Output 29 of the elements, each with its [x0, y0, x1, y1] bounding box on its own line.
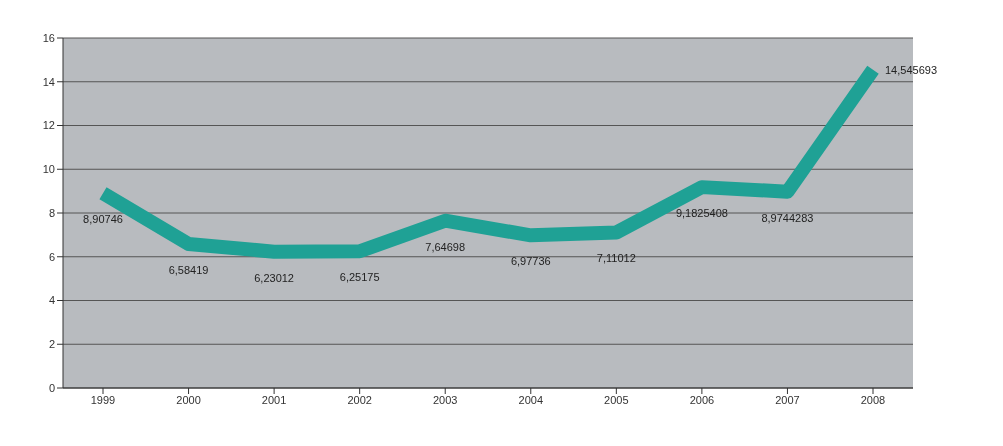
y-tick-label: 8 — [48, 206, 55, 219]
data-label: 6,23012 — [254, 271, 294, 284]
x-tick-label: 2002 — [347, 393, 372, 406]
y-tick-label: 6 — [48, 250, 55, 263]
y-tick-label: 10 — [42, 163, 55, 176]
x-tick-label: 2008 — [860, 393, 886, 406]
y-tick-label: 12 — [42, 119, 55, 132]
y-tick-label: 4 — [48, 294, 55, 307]
x-tick-label: 2003 — [432, 393, 458, 406]
x-tick-label: 2000 — [176, 393, 201, 406]
x-tick-label: 2007 — [775, 393, 800, 406]
data-label: 7,11012 — [596, 252, 636, 265]
data-label: 6,97736 — [510, 255, 551, 268]
data-label: 7,64698 — [425, 240, 466, 253]
x-tick-label: 1999 — [90, 393, 116, 406]
y-tick-label: 14 — [42, 75, 55, 88]
data-label: 8,9744283 — [761, 211, 814, 224]
x-tick-label: 2001 — [261, 393, 287, 406]
x-tick-label: 2004 — [518, 393, 544, 406]
y-tick-label: 0 — [48, 381, 55, 394]
y-tick-label: 2 — [48, 338, 55, 351]
data-label: 6,58419 — [168, 263, 209, 276]
x-tick-label: 2005 — [604, 393, 629, 406]
data-label: 8,90746 — [83, 213, 123, 226]
data-label: 9,1825408 — [675, 207, 728, 220]
y-tick-label: 16 — [42, 31, 55, 44]
data-label: 6,25175 — [339, 271, 380, 284]
x-tick-label: 2006 — [689, 393, 715, 406]
data-label: 14,545693 — [885, 63, 937, 76]
